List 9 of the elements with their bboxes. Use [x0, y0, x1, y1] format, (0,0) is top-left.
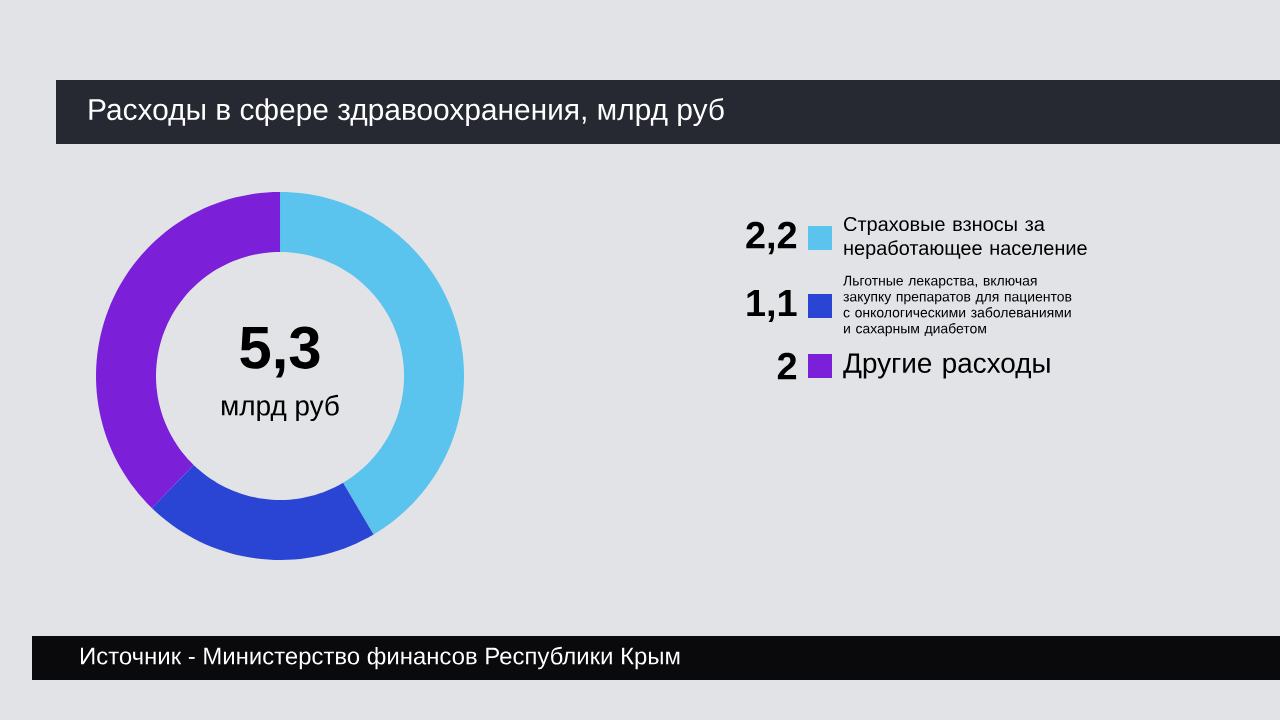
text: 5,3 [240, 326, 320, 378]
text: млрд руб [222, 394, 339, 422]
data-label: 2,2 [746, 221, 797, 255]
legend-label: Другие расходы [843, 353, 1050, 379]
data-label: 1,1 [747, 290, 797, 322]
data-label: 2 [777, 352, 797, 380]
text: Источник - Министерство финансов Республики Крым [81, 646, 680, 670]
legend-label: Страховые взносы за неработающее население [844, 217, 1087, 259]
chart-title: Расходы в сфере здравоохранения, млрд руб [89, 97, 724, 127]
